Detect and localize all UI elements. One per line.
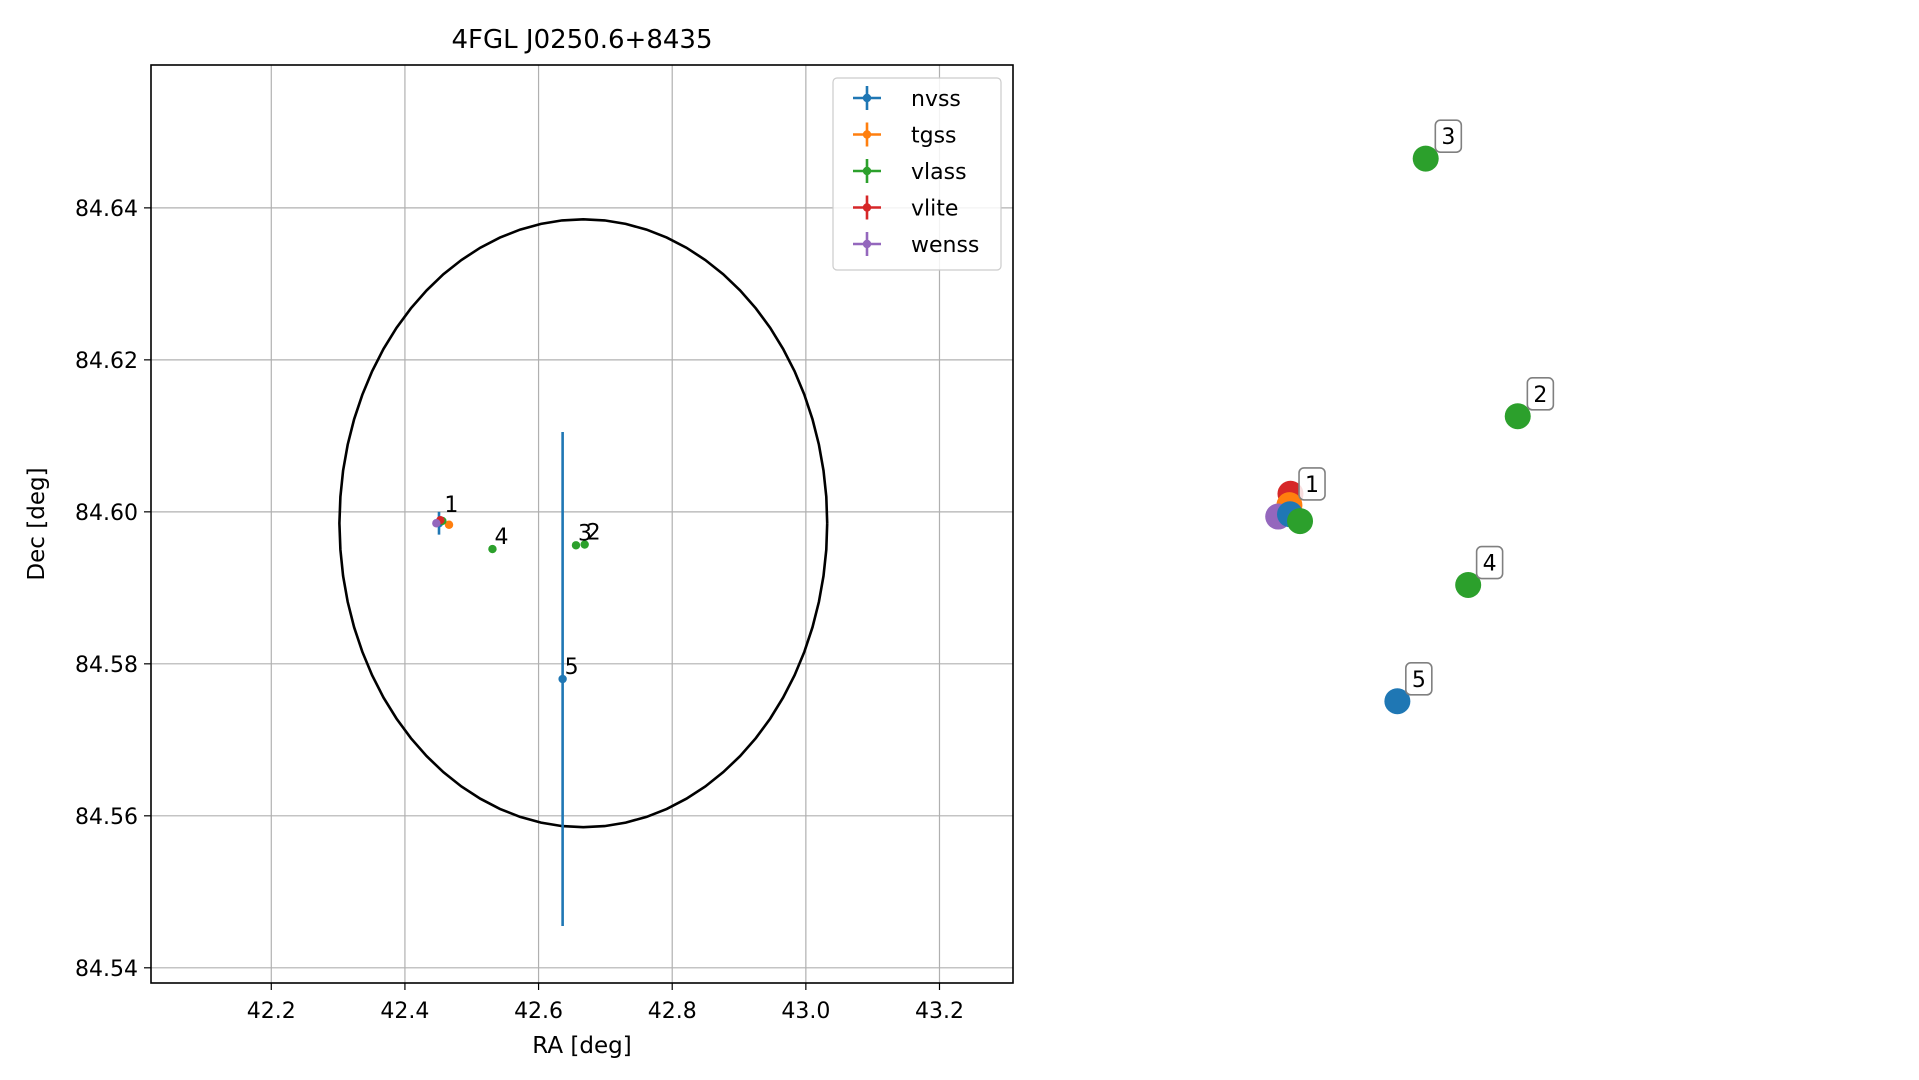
point-annotation: 4 [494,525,508,550]
legend: nvss tgss vlass vlite wenss [832,77,1002,271]
left-chart: 4FGL J0250.6+8435 1 4 32 5 42.2 42.4 42.6 42.8… [24,25,1014,1059]
point-annotation: 3 [578,521,592,546]
vlass-point [488,544,497,554]
point-annotation: 2 [587,521,601,546]
number-label: 1 [1305,473,1319,498]
number-label-box [1475,545,1504,580]
vlass-marker [1455,571,1482,598]
y-tick-label: 84.56 [75,805,138,830]
y-tick-label: 84.54 [75,957,138,982]
point-annotation: 5 [565,655,579,680]
ticks: 42.2 42.4 42.6 42.8 43.0 43.2 84.54 84.56 84.58 8… [75,197,964,1024]
legend-marker-tgss [862,130,872,139]
y-tick-label: 84.60 [75,501,138,526]
right-chart: 1 3 2 4 5 [1265,119,1555,715]
vlass-marker [1504,403,1531,430]
legend-label-nvss: nvss [911,87,961,112]
x-tick-label: 42.4 [380,999,429,1024]
point-annotation: 1 [444,493,458,518]
vlass-marker [1412,145,1439,172]
nvss-point [558,674,567,684]
vlass-point [571,541,581,550]
number-label: 3 [1441,125,1455,150]
marks-layer: 1 4 32 5 [432,432,601,927]
legend-label-tgss: tgss [911,124,957,149]
series-tgss [444,520,454,529]
tgss-point [444,520,454,529]
legend-label-wenss: wenss [911,233,979,258]
legend-label-vlite: vlite [911,197,958,222]
legend-marker-wenss [862,239,872,249]
series-vlass [438,516,589,554]
y-axis-label: Dec [deg] [24,467,50,580]
number-label: 2 [1533,383,1547,408]
y-tick-label: 84.62 [75,349,138,374]
ellipse-layer [338,217,829,829]
number-label-box [1405,662,1433,696]
series-wenss [432,519,441,528]
vlass-point [580,540,589,549]
localization-ellipse [338,217,829,829]
legend-marker-vlass [862,166,872,176]
x-tick-label: 42.2 [247,999,296,1024]
x-axis-label: RA [deg] [532,1033,631,1059]
legend-marker-nvss [862,93,872,103]
x-tick-label: 43.0 [781,999,830,1024]
nvss-marker [1384,688,1411,715]
y-tick-label: 84.64 [75,197,138,222]
number-label: 4 [1483,552,1497,577]
y-tick-label: 84.58 [75,653,138,678]
x-tick-label: 42.6 [514,999,563,1024]
x-tick-label: 43.2 [915,999,964,1024]
legend-label-vlass: vlass [911,160,967,185]
legend-box [832,77,1002,271]
plot-frame [150,64,1014,984]
chart-title: 4FGL J0250.6+8435 [452,25,713,55]
vlass-marker [1287,508,1314,535]
number-label-box [1298,467,1326,501]
wenss-point [432,519,441,528]
number-label-box [1434,119,1463,153]
x-tick-label: 42.8 [648,999,697,1024]
number-label-box [1526,377,1555,411]
legend-marker-vlite [862,203,872,212]
number-label: 5 [1412,668,1426,693]
